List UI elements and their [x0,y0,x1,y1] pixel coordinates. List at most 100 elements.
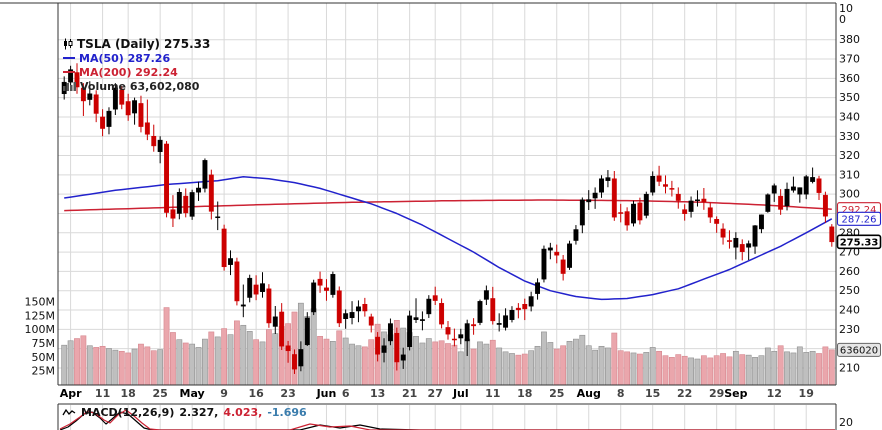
candle [138,95,144,133]
candle [778,189,784,215]
candle [93,90,99,123]
candle [170,195,176,228]
date-tick-label: Jul [452,387,469,400]
price-box: 275.33 [836,234,882,250]
candle [112,83,118,116]
candle [426,295,432,318]
candle [87,81,93,106]
candle [637,197,643,225]
candle [317,271,323,293]
volume-bar [86,345,93,386]
volume-bar [726,356,733,386]
candle [733,232,739,260]
candle [682,204,688,221]
volume-layer [61,302,835,386]
date-tick-label: 15 [645,387,660,400]
volume-bar [112,349,119,386]
candle [522,298,528,321]
volume-bar [796,346,803,386]
volume-bar [355,345,362,386]
volume-bar [681,355,688,386]
candle [368,313,374,333]
volume-bar [521,353,528,386]
volume-bar [573,338,579,386]
candle [483,285,489,306]
date-tick-label: 29 [709,387,724,400]
date-tick-label: 23 [280,387,295,400]
candle [419,311,425,331]
volume-bar [688,357,694,386]
candle [650,171,656,196]
candle [822,191,828,223]
candle [253,275,259,301]
candle [413,298,419,323]
volume-bar [195,347,202,386]
candle [752,225,758,254]
volume-bar [317,336,323,386]
volume-bar [489,339,496,386]
candle [432,286,438,306]
volume-bar [342,337,349,386]
volume-bar [202,338,208,386]
candle [375,332,381,362]
volume-bar [649,347,656,386]
volume-bar [80,335,87,386]
volume-bar [585,345,592,386]
volume-bar [707,357,714,386]
candle [618,203,624,223]
candle [144,99,150,141]
price-tick-label: 320 [839,149,860,162]
volume-tick-label: 50M [32,351,56,364]
date-tick-label: Apr [60,387,82,400]
volume-bar [764,347,771,386]
volume-bar [752,357,758,386]
candle [196,181,201,201]
price-tick-label: 350 [839,91,860,104]
volume-bar [189,343,196,386]
volume-bar [118,350,125,386]
volume-bar [432,341,439,386]
ma200-line-icon [63,71,75,73]
candle [266,284,272,328]
price-tick-label: 340 [839,110,860,123]
volume-bar [630,352,637,386]
candle [330,271,336,298]
candle [720,223,726,245]
volume-bar [777,345,784,386]
candle [547,242,553,260]
candle [573,225,579,245]
candle [560,255,566,281]
volume-bar [483,343,490,386]
macd-tick-label: 20 [839,416,853,429]
volume-bar [246,331,253,386]
candle [298,341,304,372]
volume-bars-icon [63,81,76,91]
date-tick-label: 9 [220,387,228,400]
volume-bar [253,339,259,386]
price-tick-label: 260 [839,265,860,278]
volume-bar [675,354,682,386]
volume-bar [541,331,547,386]
volume-bar [822,346,829,386]
volume-bar [336,330,343,386]
volume-bar [170,332,176,386]
volume-bar [828,349,835,386]
candle [810,167,816,184]
date-tick-label: 6 [342,387,350,400]
candle [586,190,592,211]
volume-bar [713,355,720,386]
date-tick-label: 25 [152,387,167,400]
volume-bar [803,352,810,386]
volume-bar [413,336,419,386]
volume-bar [368,339,375,386]
candle [407,310,413,351]
candle [387,318,393,346]
candle [355,300,361,323]
candle [695,190,700,207]
volume-bar [566,341,573,386]
candle [304,312,310,346]
candle [829,224,835,247]
date-tick-label: Aug [577,387,601,400]
candle [515,303,521,319]
price-tick-label: 210 [839,361,860,374]
